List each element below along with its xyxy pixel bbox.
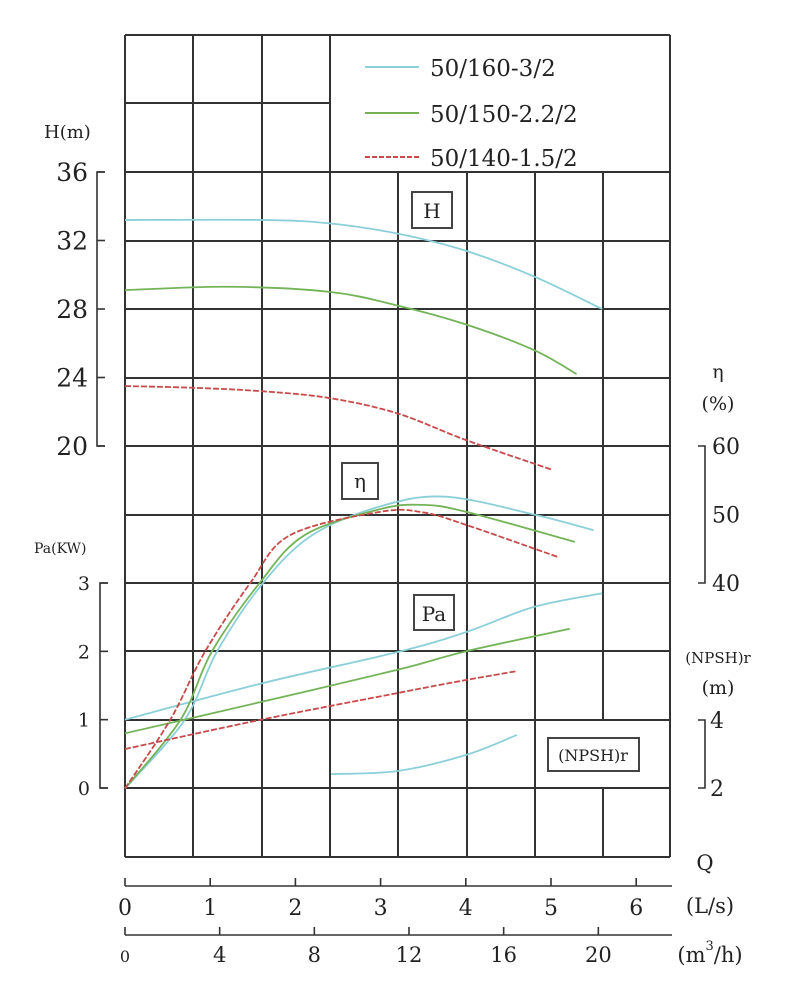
curve-label-Pa: Pa bbox=[413, 594, 455, 631]
npsh-curve-50-160-3-2 bbox=[331, 734, 518, 775]
npsh-axis-line bbox=[698, 719, 706, 789]
m3h-tick-label: 0 bbox=[120, 947, 130, 966]
m3h-tick-label: 16 bbox=[490, 943, 517, 967]
pa-tick-label: 3 bbox=[78, 573, 90, 595]
legend-label-50-140: 50/140-1.5/2 bbox=[430, 146, 578, 172]
ls-tick-label: 6 bbox=[629, 896, 643, 921]
npsh-tick-label: 4 bbox=[710, 709, 724, 734]
pa-tick-label: 1 bbox=[78, 710, 90, 732]
pa-curve-50-140-1-5-2 bbox=[124, 670, 518, 750]
curve-label-NPSH: (NPSH)r bbox=[547, 737, 640, 772]
curve-label-eta: η bbox=[341, 462, 379, 500]
svg-text:H: H bbox=[423, 199, 440, 223]
ls-tick-label: 5 bbox=[544, 896, 558, 921]
ls-tick-label: 0 bbox=[118, 896, 132, 921]
legend-label-50-160: 50/160-3/2 bbox=[430, 56, 556, 82]
grid bbox=[124, 34, 671, 858]
ls-axis-label: (L/s) bbox=[686, 894, 734, 918]
pa-curve-50-150-2-2-2 bbox=[124, 627, 570, 735]
eta-tick-label: 50 bbox=[712, 504, 740, 529]
h-tick-label: 20 bbox=[56, 432, 88, 461]
h-curve-50-140-1-5-2 bbox=[124, 385, 553, 471]
pa-tick-label: 2 bbox=[78, 641, 90, 663]
pa-tick-label: 0 bbox=[78, 778, 90, 800]
eta-curve-50-150-2-2-2 bbox=[124, 503, 576, 790]
ls-tick-label: 1 bbox=[203, 896, 217, 921]
eta-tick-label: 40 bbox=[712, 572, 740, 597]
eta-axis-label: η bbox=[712, 361, 723, 383]
h-tick-label: 36 bbox=[56, 158, 88, 187]
eta-unit-label: (%) bbox=[702, 393, 735, 415]
m3h-tick-label: 4 bbox=[213, 943, 226, 967]
legend-label-50-150: 50/150-2.2/2 bbox=[430, 102, 578, 128]
h-axis-label: H(m) bbox=[44, 122, 91, 143]
m3h-axis-label: (m3/h) bbox=[677, 939, 742, 967]
h-curve-50-160-3-2 bbox=[124, 218, 603, 310]
h-tick-label: 28 bbox=[56, 295, 88, 324]
ls-tick-label: 4 bbox=[459, 896, 473, 921]
m3h-tick-label: 8 bbox=[308, 943, 321, 967]
legend: 50/160-3/2 50/150-2.2/2 50/140-1.5/2 bbox=[365, 56, 578, 172]
svg-text:Pa: Pa bbox=[422, 602, 447, 626]
h-tick-label: 24 bbox=[56, 364, 88, 393]
eta-tick-label: 60 bbox=[712, 435, 740, 460]
ls-tick-label: 3 bbox=[374, 896, 388, 921]
ls-tick-label: 2 bbox=[288, 896, 302, 921]
curves bbox=[124, 218, 603, 790]
m3h-tick-label: 12 bbox=[396, 943, 423, 967]
eta-axis-line bbox=[698, 445, 706, 584]
q-axis-title: Q bbox=[696, 851, 713, 875]
pa-curve-50-160-3-2 bbox=[124, 592, 603, 721]
npsh-tick-label: 2 bbox=[710, 777, 724, 802]
npsh-axis-label: (NPSH)r bbox=[685, 649, 751, 667]
m3h-tick-label: 20 bbox=[585, 943, 612, 967]
h-tick-label: 32 bbox=[56, 227, 88, 256]
pa-axis-line bbox=[99, 582, 108, 789]
eta-curve-50-160-3-2 bbox=[124, 495, 594, 790]
svg-text:η: η bbox=[354, 469, 366, 493]
svg-text:(NPSH)r: (NPSH)r bbox=[558, 746, 628, 765]
pa-axis-label: Pa(KW) bbox=[34, 541, 86, 557]
eta-curve-50-140-1-5-2 bbox=[124, 508, 559, 789]
h-curve-50-150-2-2-2 bbox=[124, 285, 578, 375]
curve-label-H: H bbox=[411, 191, 453, 229]
npsh-unit-label: (m) bbox=[702, 677, 735, 699]
